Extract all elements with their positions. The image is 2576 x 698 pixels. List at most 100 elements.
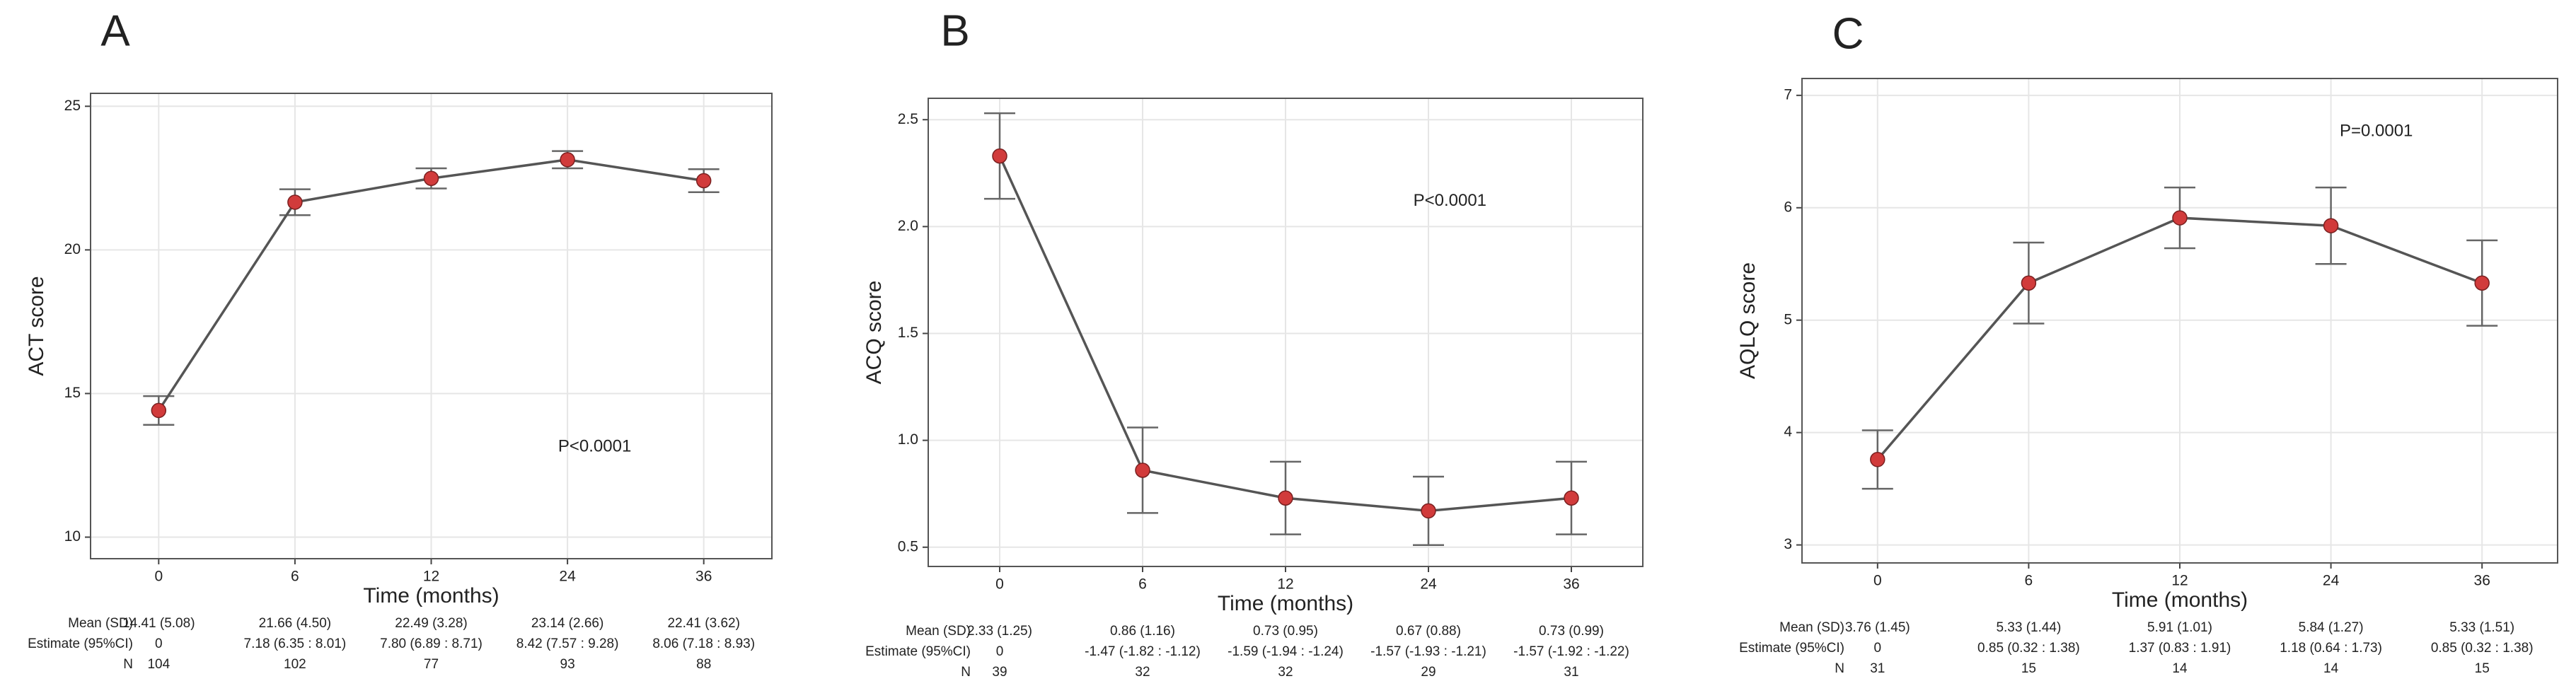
y-tick-label: 1.5 bbox=[898, 325, 918, 341]
y-tick-label: 5 bbox=[1784, 311, 1792, 327]
point bbox=[695, 173, 712, 189]
table-cell: 5.91 (1.01) bbox=[2147, 620, 2212, 635]
point bbox=[1564, 490, 1579, 506]
table-cell: -1.59 (-1.94 : -1.24) bbox=[1228, 644, 1344, 659]
table-cell: -1.47 (-1.82 : -1.12) bbox=[1085, 644, 1201, 659]
table-cell: 0.85 (0.32 : 1.38) bbox=[2431, 641, 2534, 656]
table-cell: 32 bbox=[1278, 665, 1293, 680]
table-row-label: Mean (SD) bbox=[1779, 620, 1844, 635]
table-row-label: Estimate (95%CI) bbox=[28, 636, 133, 651]
table-cell: 0.73 (0.99) bbox=[1539, 624, 1604, 639]
table-cell: 29 bbox=[1421, 665, 1436, 680]
y-tick-label: 1.0 bbox=[898, 431, 918, 448]
table-cell: 8.42 (7.57 : 9.28) bbox=[516, 636, 619, 651]
y-axis-title: ACT score bbox=[25, 276, 48, 376]
table-cell: 8.06 (7.18 : 8.93) bbox=[652, 636, 755, 651]
y-tick-label: 4 bbox=[1784, 424, 1792, 440]
point bbox=[1278, 490, 1293, 506]
table-cell: 31 bbox=[1870, 661, 1885, 676]
table-cell: 31 bbox=[1564, 665, 1578, 680]
x-tick-label: 24 bbox=[559, 569, 576, 585]
x-tick-label: 0 bbox=[995, 576, 1004, 593]
point bbox=[992, 148, 1007, 164]
x-tick-label: 24 bbox=[1420, 576, 1437, 593]
x-tick-label: 24 bbox=[2323, 573, 2340, 589]
table-row-label: N bbox=[961, 665, 971, 680]
x-tick-label: 12 bbox=[2171, 573, 2188, 589]
x-tick-label: 6 bbox=[2025, 573, 2033, 589]
x-tick-label: 0 bbox=[154, 569, 163, 585]
annotation: P<0.0001 bbox=[1414, 191, 1486, 210]
y-tick-label: 15 bbox=[64, 385, 81, 401]
table-cell: 21.66 (4.50) bbox=[259, 616, 331, 631]
plot-frame bbox=[90, 93, 773, 559]
table-cell: -1.57 (-1.93 : -1.21) bbox=[1370, 644, 1486, 659]
table-cell: 0 bbox=[996, 644, 1004, 659]
x-tick-label: 36 bbox=[2474, 573, 2490, 589]
table-cell: 0 bbox=[155, 636, 163, 651]
table-cell: 7.18 (6.35 : 8.01) bbox=[244, 636, 347, 651]
table-cell: 15 bbox=[2475, 661, 2490, 676]
plot-frame bbox=[928, 98, 1644, 567]
panel-label: C bbox=[1832, 9, 1864, 58]
point bbox=[2172, 210, 2188, 226]
table-cell: 0 bbox=[1874, 641, 1882, 656]
table-cell: 0.86 (1.16) bbox=[1110, 624, 1175, 639]
table-cell: 32 bbox=[1135, 665, 1150, 680]
x-tick-label: 12 bbox=[1277, 576, 1293, 593]
table-row-label: N bbox=[1835, 661, 1844, 676]
y-tick-label: 20 bbox=[64, 241, 81, 257]
y-tick-label: 25 bbox=[64, 98, 81, 114]
point bbox=[151, 402, 167, 419]
point bbox=[2021, 275, 2037, 291]
table-cell: 1.18 (0.64 : 1.73) bbox=[2280, 641, 2382, 656]
y-tick-label: 6 bbox=[1784, 199, 1792, 215]
x-axis-title: Time (months) bbox=[1218, 592, 1353, 615]
table-cell: 77 bbox=[424, 657, 439, 672]
x-tick-label: 6 bbox=[291, 569, 299, 585]
table-cell: -1.57 (-1.92 : -1.22) bbox=[1513, 644, 1629, 659]
table-cell: 14 bbox=[2323, 661, 2339, 676]
table-cell: 5.33 (1.44) bbox=[1996, 620, 2061, 635]
table-cell: 15 bbox=[2021, 661, 2036, 676]
table-row-label: N bbox=[123, 657, 133, 672]
table-cell: 23.14 (2.66) bbox=[531, 616, 603, 631]
table-cell: 1.37 (0.83 : 1.91) bbox=[2129, 641, 2231, 656]
plot-frame bbox=[1801, 78, 2558, 564]
table-cell: 88 bbox=[696, 657, 711, 672]
x-axis-title: Time (months) bbox=[2112, 588, 2248, 612]
annotation: P<0.0001 bbox=[558, 436, 631, 455]
table-row-label: Mean (SD) bbox=[906, 624, 971, 639]
table-cell: 5.33 (1.51) bbox=[2449, 620, 2514, 635]
y-tick-label: 2.5 bbox=[898, 111, 918, 127]
table-row-label: Estimate (95%CI) bbox=[1739, 641, 1844, 656]
annotation: P=0.0001 bbox=[2340, 122, 2413, 141]
point bbox=[2323, 218, 2339, 233]
panel-label: B bbox=[940, 6, 969, 55]
table-cell: 93 bbox=[560, 657, 575, 672]
x-axis-title: Time (months) bbox=[363, 584, 499, 607]
x-tick-label: 12 bbox=[423, 569, 439, 585]
point bbox=[1135, 463, 1150, 478]
x-tick-label: 36 bbox=[695, 569, 712, 585]
y-tick-label: 7 bbox=[1784, 86, 1792, 103]
table-cell: 102 bbox=[284, 657, 306, 672]
table-cell: 3.76 (1.45) bbox=[1845, 620, 1910, 635]
point bbox=[1421, 503, 1436, 519]
x-tick-label: 0 bbox=[1873, 573, 1882, 589]
table-row-label: Mean (SD) bbox=[68, 616, 133, 631]
point bbox=[560, 152, 575, 168]
y-axis-title: AQLQ score bbox=[1736, 262, 1760, 379]
table-cell: 0.67 (0.88) bbox=[1396, 624, 1461, 639]
y-tick-label: 3 bbox=[1784, 536, 1792, 552]
table-cell: 104 bbox=[147, 657, 170, 672]
table-cell: 39 bbox=[992, 665, 1007, 680]
x-tick-label: 36 bbox=[1563, 576, 1579, 593]
y-tick-label: 0.5 bbox=[898, 538, 918, 554]
table-cell: 22.41 (3.62) bbox=[667, 616, 739, 631]
table-cell: 22.49 (3.28) bbox=[395, 616, 467, 631]
table-cell: 14.41 (5.08) bbox=[122, 616, 195, 631]
table-cell: 14 bbox=[2172, 661, 2188, 676]
point bbox=[1870, 452, 1885, 467]
